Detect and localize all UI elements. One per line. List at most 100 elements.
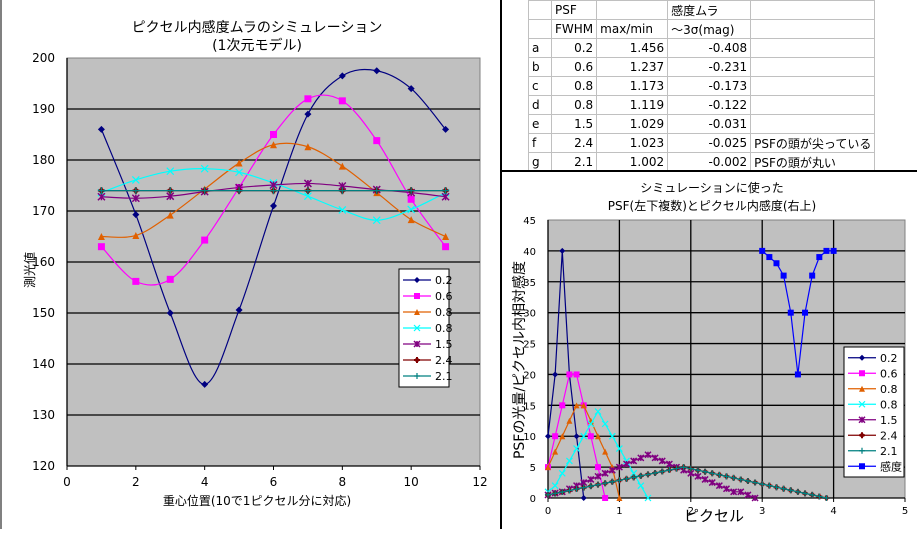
data-point: [235, 159, 243, 167]
data-point: [131, 194, 140, 203]
y-tick-label: 30: [523, 309, 536, 320]
legend-label: 2.1: [880, 445, 898, 458]
table-header-cell: FWHM: [550, 19, 598, 39]
data-point: [730, 474, 737, 481]
data-point: [338, 72, 346, 80]
x-tick-label: 1: [616, 506, 622, 517]
y-tick-label: 25: [523, 340, 536, 351]
legend-label: 0.8: [880, 383, 898, 396]
y-tick-label: 120: [32, 459, 55, 473]
data-point: [131, 175, 140, 184]
data-point: [97, 243, 105, 251]
legend-label: 0.8: [435, 322, 453, 335]
data-point: [737, 488, 745, 496]
data-point: [97, 125, 105, 133]
data-point: [830, 247, 837, 254]
data-point: [373, 137, 381, 145]
series-3: [544, 408, 652, 502]
y-tick-label: 160: [32, 255, 55, 269]
data-point: [673, 465, 680, 472]
series-0: [97, 67, 450, 388]
series-4: [544, 451, 759, 502]
data-point: [565, 457, 573, 465]
data-point: [594, 472, 602, 480]
legend-marker: [413, 324, 421, 332]
legend-marker: [414, 373, 420, 379]
note-cell: [750, 114, 876, 134]
maxmin-cell: 1.002: [596, 152, 669, 172]
data-point: [787, 309, 794, 316]
maxmin-cell: 1.456: [596, 38, 669, 58]
y-tick-label: 150: [32, 306, 55, 320]
data-point: [132, 277, 140, 285]
maxmin-cell: 1.119: [596, 95, 669, 115]
data-point: [338, 97, 346, 105]
data-point: [552, 490, 559, 497]
data-point: [723, 473, 730, 480]
y-tick-label: 180: [32, 153, 55, 167]
data-point: [303, 192, 312, 201]
data-point: [580, 402, 587, 409]
data-point: [602, 448, 609, 455]
y-tick-label: 140: [32, 357, 55, 371]
row-id-cell: c: [528, 76, 552, 96]
data-point: [659, 468, 666, 475]
legend-item: 1.5: [403, 338, 453, 351]
data-point: [616, 477, 623, 484]
legend-label: 0.8: [880, 398, 898, 411]
data-point: [407, 205, 416, 214]
data-point: [809, 491, 816, 498]
data-point: [573, 371, 580, 378]
table-row: e 1.5 1.029 -0.031: [528, 114, 876, 134]
x-tick-label: 2: [132, 475, 140, 489]
data-point: [270, 202, 277, 210]
data-point: [132, 211, 140, 219]
data-point: [780, 485, 787, 492]
data-point: [658, 457, 666, 465]
data-point: [407, 195, 415, 203]
sigma-cell: -0.122: [667, 95, 752, 115]
data-point: [587, 483, 594, 490]
legend-label: 2.4: [435, 354, 453, 367]
y-tick-label: 10: [523, 432, 536, 443]
data-point: [802, 309, 809, 316]
legend-item: 0.2: [403, 274, 453, 287]
data-point: [270, 187, 277, 195]
legend: 0.2 0.6 0.8 0.8 1.5 2.4 2.1: [398, 268, 453, 388]
data-point: [623, 460, 631, 468]
data-point: [608, 466, 616, 474]
legend-label: 1.5: [435, 338, 453, 351]
series-1: [97, 94, 450, 286]
data-point: [630, 474, 637, 481]
data-point: [608, 432, 616, 440]
legend-item: 0.6: [848, 367, 898, 380]
table-header-cell: [750, 0, 876, 20]
legend-marker: [859, 385, 865, 392]
legend-item: 0.6: [403, 290, 453, 303]
psf-table: PSF 感度ムラ FWHM max/min ～3σ(mag) a 0.2 1.456 -0.40…: [528, 0, 876, 172]
data-point: [442, 125, 450, 133]
data-point: [442, 233, 450, 240]
fwhm-cell: 0.6: [550, 57, 598, 77]
x-tick-label: 12: [472, 475, 487, 489]
data-point: [559, 247, 566, 254]
data-point: [235, 168, 244, 177]
data-point: [545, 464, 551, 471]
data-point: [766, 254, 773, 261]
data-point: [551, 482, 559, 490]
fwhm-cell: 0.2: [550, 38, 598, 58]
legend-label: 0.2: [435, 274, 453, 287]
data-point: [709, 470, 716, 477]
data-point: [338, 187, 346, 195]
data-point: [794, 371, 801, 378]
chart-psf: シミュレーションに使った PSF(左下複数)とピクセル内感度(右上) ピクセル …: [511, 180, 908, 525]
chart2-xlabel: ピクセル: [684, 507, 744, 525]
legend-item: 2.4: [848, 429, 898, 442]
legend-item: 感度: [848, 459, 902, 473]
sigma-cell: -0.173: [667, 76, 752, 96]
maxmin-cell: 1.023: [596, 133, 669, 153]
data-point: [338, 206, 347, 214]
row-id-cell: f: [528, 133, 552, 153]
table-row: g 2.1 1.002 -0.002 PSFの頭が丸い: [528, 152, 876, 172]
fwhm-cell: 2.1: [550, 152, 598, 172]
